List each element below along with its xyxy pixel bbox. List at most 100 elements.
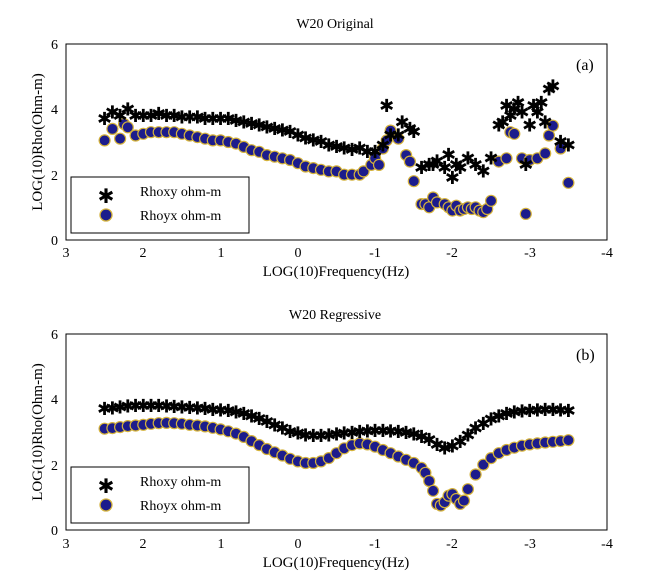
data-point-rhoyx [407,175,420,188]
data-point-rhoxy: ✱ [213,400,228,420]
x-tick-label: 1 [218,537,225,552]
data-point-rhoxy: ✱ [445,168,460,188]
data-point-rhoxy: ✱ [507,402,522,422]
data-point-rhoxy: ✱ [441,145,456,165]
data-point-rhoxy: ✱ [244,114,259,134]
data-point-rhoxy: ✱ [395,112,410,132]
x-tick-label: -1 [369,246,381,261]
data-point-rhoxy: ✱ [491,116,506,136]
data-point-rhoyx [121,121,134,134]
data-point-rhoxy: ✱ [244,406,259,426]
panel-a-title: W20 Original [296,17,373,32]
y-tick-label: 4 [51,393,58,408]
data-point-rhoxy: ✱ [375,421,390,441]
data-point-rhoxy: ✱ [545,77,560,97]
data-point-rhoxy: ✱ [182,108,197,128]
panel-b-data-points: ✱✱✱✱✱✱✱✱✱✱✱✱✱✱✱✱✱✱✱✱✱✱✱✱✱✱✱✱✱✱✱✱✱✱✱✱✱✱✱✱… [97,396,576,512]
x-tick-label: -2 [446,537,458,552]
y-tick-label: 2 [51,459,58,474]
data-point-rhoyx [469,468,482,481]
data-point-rhoxy: ✱ [267,416,282,436]
data-point-rhoxy: ✱ [383,421,398,441]
data-point-rhoxy: ✱ [167,106,182,126]
data-point-rhoxy: ✱ [306,426,321,446]
legend-label-rhoxy: Rhoxy ohm-m [140,475,221,490]
data-point-rhoxy: ✱ [275,121,290,141]
data-point-rhoxy: ✱ [120,99,135,119]
panel-b-x-axis-label: LOG(10)Frequency(Hz) [263,555,410,571]
panel-a-label: (a) [576,57,594,74]
data-point-rhoxy: ✱ [298,425,313,445]
data-point-rhoxy: ✱ [468,155,483,175]
data-point-rhoxy: ✱ [105,103,120,123]
data-point-rhoxy: ✱ [499,96,514,116]
data-point-rhoxy: ✱ [236,112,251,132]
y-tick-label: 4 [51,103,58,118]
data-point-rhoxy: ✱ [321,135,336,155]
data-point-rhoxy: ✱ [437,438,452,458]
y-tick-label: 6 [51,38,58,53]
data-point-rhoxy: ✱ [561,401,576,421]
data-point-rhoxy: ✱ [514,103,529,123]
legend-marker-rhoyx [99,208,113,222]
data-point-rhoxy: ✱ [252,409,267,429]
data-point-rhoyx [508,127,521,140]
data-point-rhoyx [113,132,127,145]
data-point-rhoxy: ✱ [313,132,328,152]
data-point-rhoxy: ✱ [518,155,533,175]
data-point-rhoxy: ✱ [136,396,151,416]
data-point-rhoxy: ✱ [399,423,414,443]
data-point-rhoxy: ✱ [530,103,545,123]
data-point-rhoxy: ✱ [541,80,556,100]
data-point-rhoyx [519,207,532,220]
x-tick-label: 0 [295,537,302,552]
x-tick-label: -4 [601,246,613,261]
data-point-rhoxy: ✱ [476,414,491,434]
data-point-rhoxy: ✱ [190,399,205,419]
data-point-rhoyx [98,134,111,147]
data-point-rhoxy: ✱ [391,422,406,442]
y-tick-label: 0 [51,234,58,249]
data-point-rhoxy: ✱ [379,96,394,116]
data-point-rhoxy: ✱ [174,398,189,418]
data-point-rhoxy: ✱ [298,129,313,149]
panel-a-x-ticks: 3 2 1 0 -1 -2 -3 -4 [63,246,613,261]
legend-box [70,466,250,524]
data-point-rhoyx [477,458,490,471]
x-tick-label: 2 [140,246,147,261]
panel-a-y-ticks: 0 2 4 6 [51,38,58,249]
legend-label-rhoxy: Rhoxy ohm-m [140,185,221,200]
data-point-rhoxy: ✱ [313,426,328,446]
panel-b-title: W20 Regressive [289,308,381,323]
legend-marker-rhoxy: ✱ [98,186,115,208]
data-point-rhoxy: ✱ [337,139,352,159]
panel-b-plot-area [65,333,608,531]
data-point-rhoxy: ✱ [236,404,251,424]
data-point-rhoyx [403,155,416,168]
data-point-rhoxy: ✱ [534,93,549,113]
data-point-rhoxy: ✱ [445,437,460,457]
data-point-rhoxy: ✱ [422,155,437,175]
data-point-rhoxy: ✱ [503,106,518,126]
legend-box [70,176,250,234]
data-point-rhoxy: ✱ [329,425,344,445]
data-point-rhoxy: ✱ [290,424,305,444]
data-point-rhoxy: ✱ [167,397,182,417]
data-point-rhoxy: ✱ [522,401,537,421]
data-point-rhoxy: ✱ [221,401,236,421]
panel-b-x-ticks: 3 2 1 0 -1 -2 -3 -4 [63,537,613,552]
data-point-rhoxy: ✱ [526,96,541,116]
data-point-rhoxy: ✱ [337,424,352,444]
data-point-rhoxy: ✱ [267,119,282,139]
data-point-rhoxy: ✱ [205,400,220,420]
data-point-rhoxy: ✱ [422,430,437,450]
data-point-rhoxy: ✱ [252,116,267,136]
data-point-rhoxy: ✱ [530,400,545,420]
data-point-rhoyx [554,142,567,155]
data-point-rhoxy: ✱ [453,432,468,452]
data-point-rhoxy: ✱ [306,130,321,150]
y-tick-label: 2 [51,169,58,184]
data-point-rhoxy: ✱ [198,399,213,419]
data-point-rhoxy: ✱ [538,400,553,420]
data-point-rhoxy: ✱ [182,398,197,418]
